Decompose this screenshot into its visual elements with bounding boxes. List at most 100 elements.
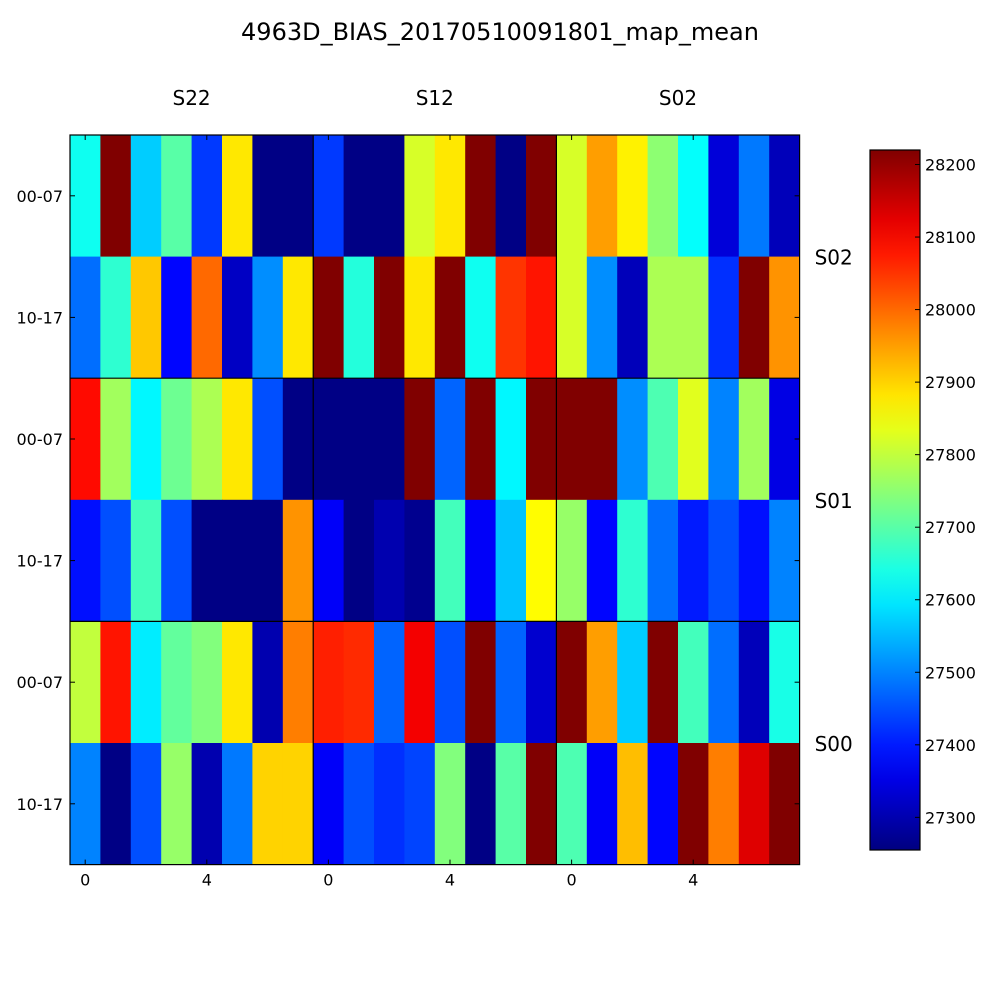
- heatmap-cell: [161, 499, 192, 622]
- heatmap-cell: [526, 135, 557, 257]
- heatmap-cell: [404, 499, 436, 622]
- heatmap-cell: [647, 621, 679, 744]
- heatmap-cell: [404, 135, 436, 257]
- heatmap-cell: [647, 135, 679, 257]
- heatmap-cell: [738, 621, 770, 744]
- heatmap-cell: [70, 256, 101, 379]
- heatmap-cell: [678, 135, 709, 257]
- column-group-label: S22: [173, 86, 211, 110]
- x-tick-label: 4: [202, 871, 212, 890]
- column-group-label: S12: [416, 86, 454, 110]
- heatmap-cell: [100, 378, 132, 501]
- heatmap-cell: [343, 743, 375, 865]
- heatmap-cell: [556, 743, 588, 865]
- heatmap-cell: [282, 499, 314, 622]
- heatmap-cell: [222, 378, 253, 501]
- heatmap-cell: [70, 499, 101, 622]
- heatmap-cell: [738, 499, 770, 622]
- heatmap-cell: [313, 378, 344, 501]
- heatmap-cell: [374, 378, 405, 501]
- heatmap-cell: [434, 621, 466, 744]
- row-label: 00-07: [17, 673, 64, 692]
- heatmap-cell: [130, 499, 162, 622]
- heatmap-cell: [161, 135, 192, 257]
- heatmap-cell: [252, 621, 284, 744]
- heatmap-cell: [586, 135, 618, 257]
- heatmap-cell: [70, 135, 101, 257]
- colorbar-tick-label: 27500: [925, 663, 976, 682]
- heatmap-cell: [343, 378, 375, 501]
- heatmap-cell: [282, 256, 314, 379]
- heatmap-cell: [313, 621, 344, 744]
- heatmap-cell: [465, 135, 496, 257]
- colorbar-tick-label: 27400: [925, 736, 976, 755]
- heatmap-cell: [678, 256, 709, 379]
- heatmap-cell: [252, 256, 284, 379]
- heatmap-cell: [130, 135, 162, 257]
- heatmap-cell: [526, 499, 557, 622]
- heatmap-cell: [222, 256, 253, 379]
- heatmap-cell: [708, 621, 740, 744]
- heatmap-cell: [374, 135, 405, 257]
- row-label: 10-17: [17, 795, 64, 814]
- heatmap-cell: [100, 621, 132, 744]
- row-label: 10-17: [17, 308, 64, 327]
- heatmap-cell: [222, 499, 253, 622]
- heatmap-cell: [130, 256, 162, 379]
- heatmap-cell: [404, 743, 436, 865]
- heatmap-cell: [282, 378, 314, 501]
- heatmap-cell: [647, 743, 679, 865]
- heatmap-cell: [617, 256, 648, 379]
- heatmap-cell: [374, 621, 405, 744]
- heatmap-cell: [586, 743, 618, 865]
- heatmap-cell: [495, 256, 527, 379]
- heatmap-cell: [222, 135, 253, 257]
- colorbar-tick-label: 28100: [925, 228, 976, 247]
- heatmap-cell: [100, 135, 132, 257]
- heatmap-cell: [161, 256, 192, 379]
- colorbar-tick-label: 28200: [925, 156, 976, 175]
- heatmap-cell: [465, 378, 496, 501]
- heatmap-cell: [586, 499, 618, 622]
- heatmap-cell: [161, 743, 192, 865]
- colorbar-tick-label: 27700: [925, 518, 976, 537]
- heatmap-cell: [495, 621, 527, 744]
- heatmap-cell: [191, 743, 223, 865]
- heatmap-cell: [647, 378, 679, 501]
- x-tick-label: 0: [323, 871, 333, 890]
- heatmap-cell: [738, 135, 770, 257]
- heatmap-cell: [313, 256, 344, 379]
- heatmap-cell: [252, 499, 284, 622]
- row-group-label: S01: [815, 489, 853, 513]
- heatmap-cell: [252, 378, 284, 501]
- x-tick-label: 0: [80, 871, 90, 890]
- heatmap-cell: [465, 256, 496, 379]
- column-group-label: S02: [659, 86, 697, 110]
- heatmap-cell: [678, 378, 709, 501]
- heatmap-cell: [343, 135, 375, 257]
- heatmap-cell: [465, 499, 496, 622]
- heatmap-cell: [617, 378, 648, 501]
- heatmap-cell: [282, 621, 314, 744]
- row-label: 00-07: [17, 430, 64, 449]
- heatmap-cell: [191, 256, 223, 379]
- colorbar-tick-label: 27800: [925, 446, 976, 465]
- heatmap-cell: [191, 499, 223, 622]
- heatmap-cell: [586, 256, 618, 379]
- heatmap-cell: [434, 743, 466, 865]
- heatmap-cell: [313, 743, 344, 865]
- heatmap-cell: [647, 256, 679, 379]
- heatmap-cell: [343, 621, 375, 744]
- colorbar-tick-label: 28000: [925, 301, 976, 320]
- heatmap-cell: [708, 743, 740, 865]
- heatmap-cell: [282, 135, 314, 257]
- heatmap-cell: [404, 621, 436, 744]
- colorbar-tick-label: 27300: [925, 808, 976, 827]
- x-tick-label: 0: [567, 871, 577, 890]
- heatmap-cell: [252, 135, 284, 257]
- heatmap-cell: [617, 135, 648, 257]
- heatmap-cell: [678, 499, 709, 622]
- row-label: 00-07: [17, 187, 64, 206]
